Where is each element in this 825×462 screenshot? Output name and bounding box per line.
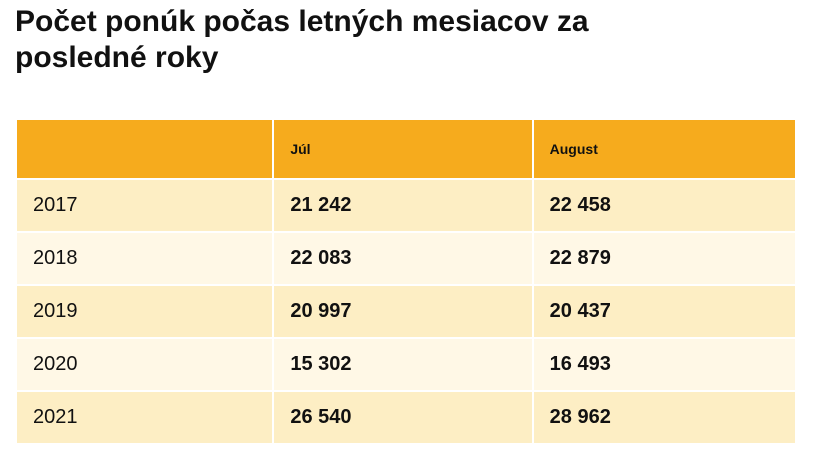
table-cell: 22 879	[531, 231, 798, 286]
row-label: 2017	[14, 178, 275, 233]
table-row: 2019 20 997 20 437	[14, 284, 798, 339]
table-cell: 21 242	[272, 178, 534, 233]
table-row: 2018 22 083 22 879	[14, 231, 798, 286]
data-table: Júl August 2017 21 242 22 458 2018 22 083 22 8…	[14, 118, 798, 445]
header-row: Júl August	[14, 118, 798, 180]
table-cell: 16 493	[531, 337, 798, 392]
row-label: 2020	[14, 337, 275, 392]
table-cell: 26 540	[272, 390, 534, 445]
column-header: Júl	[272, 118, 534, 180]
table-cell: 28 962	[531, 390, 798, 445]
table-row: 2021 26 540 28 962	[14, 390, 798, 445]
table-cell: 22 083	[272, 231, 534, 286]
table-cell: 20 997	[272, 284, 534, 339]
column-header	[14, 118, 275, 180]
table-row: 2017 21 242 22 458	[14, 178, 798, 233]
row-label: 2019	[14, 284, 275, 339]
title: Počet ponúk počas letných mesiacov za po…	[15, 5, 589, 74]
row-label: 2021	[14, 390, 275, 445]
table-cell: 22 458	[531, 178, 798, 233]
table-cell: 15 302	[272, 337, 534, 392]
table-cell: 20 437	[531, 284, 798, 339]
table-row: 2020 15 302 16 493	[14, 337, 798, 392]
row-label: 2018	[14, 231, 275, 286]
column-header: August	[531, 118, 798, 180]
